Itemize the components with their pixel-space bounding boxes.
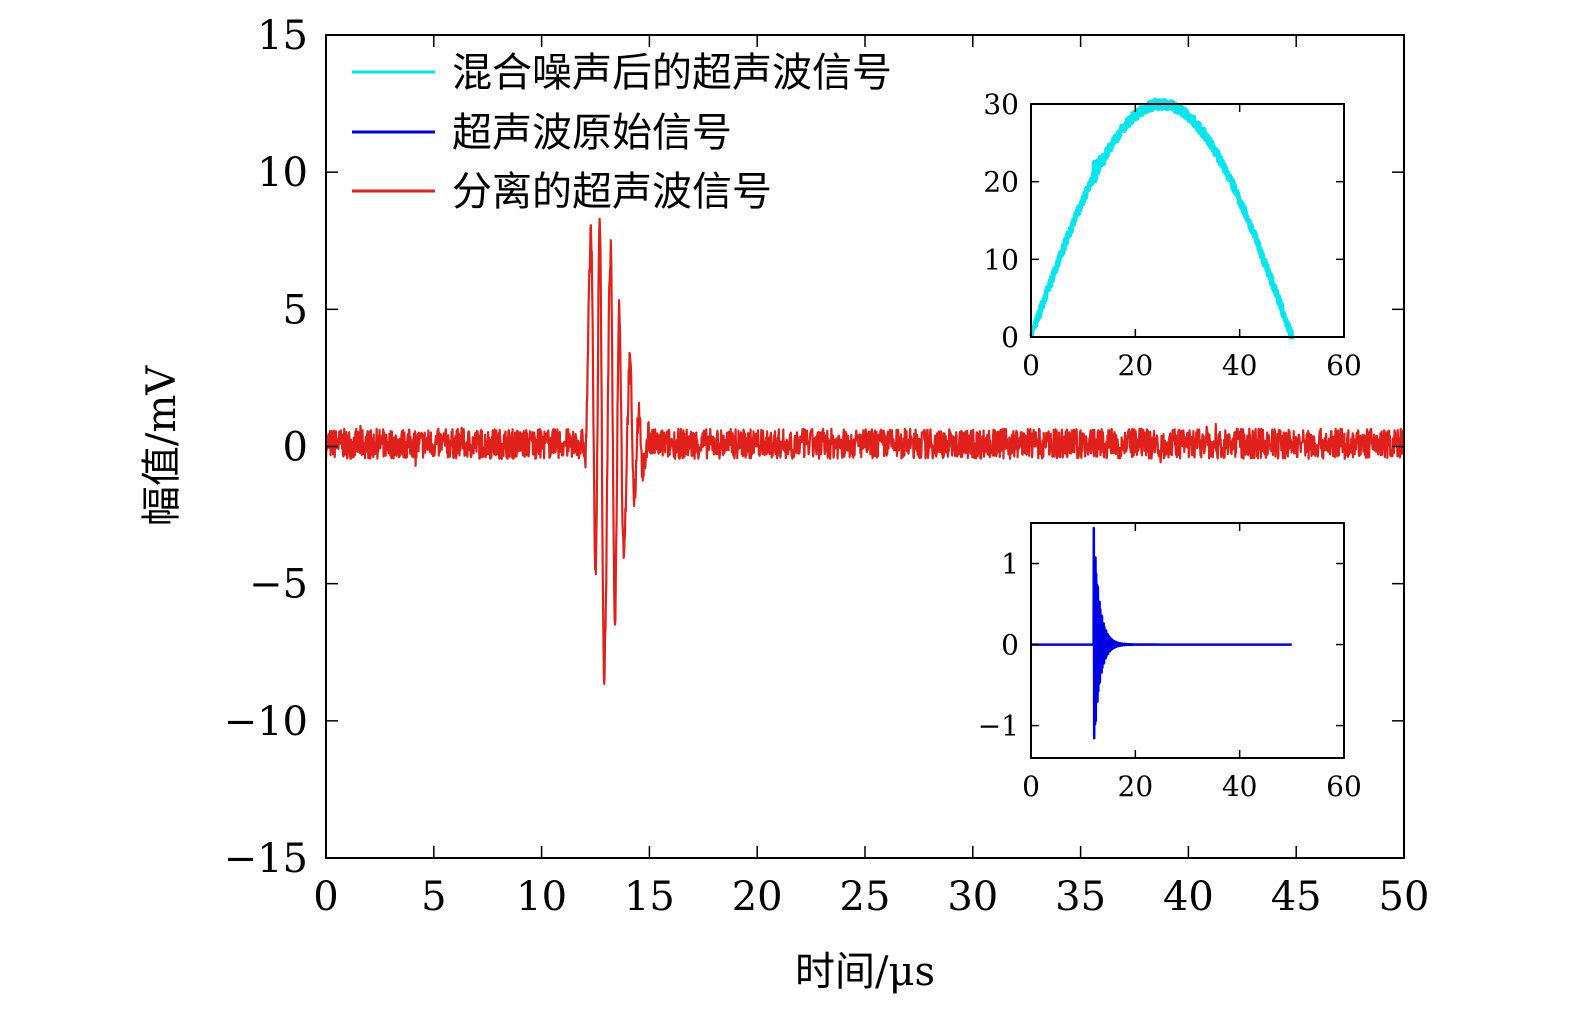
y-tick-label: 0 [1001, 321, 1019, 354]
y-tick-label: 0 [283, 425, 308, 471]
legend-label-noisy: 混合噪声后的超声波信号 [452, 50, 892, 96]
y-tick-label: 10 [983, 243, 1019, 276]
legend-label-separated: 分离的超声波信号 [452, 169, 772, 215]
x-tick-label: 60 [1326, 349, 1362, 382]
y-tick-label: −1 [978, 710, 1019, 743]
inset-top-chart: 0 20 40 60 0 10 20 30 [983, 88, 1361, 382]
x-tick-label: 0 [1022, 349, 1040, 382]
main-series-group [324, 217, 1406, 686]
y-tick-label: 10 [257, 150, 308, 196]
x-tick-label: 35 [1055, 874, 1106, 920]
y-tick-label: 1 [1001, 548, 1019, 581]
x-axis-label: 时间/μs [795, 949, 935, 995]
x-tick-label: 20 [732, 874, 783, 920]
y-tick-label: 15 [257, 13, 308, 59]
inset-top-background [1031, 104, 1344, 337]
y-tick-label: −10 [224, 699, 308, 745]
x-tick-label: 40 [1222, 770, 1258, 803]
inset-bottom-chart: 0 20 40 60−101 [978, 522, 1362, 803]
x-tick-label: 10 [516, 874, 567, 920]
inset-bottom-axes: 0 20 40 60−101 [978, 523, 1362, 803]
y-tick-label: 20 [983, 166, 1019, 199]
inset-bottom-series-group [1029, 526, 1293, 740]
x-tick-label: 40 [1222, 349, 1258, 382]
inset-bottom-frame [1030, 522, 1345, 759]
legend-label-original: 超声波原始信号 [452, 110, 732, 156]
inset-bottom-background [1031, 523, 1344, 758]
y-tick-label: 5 [283, 287, 308, 333]
y-axis-label: 幅值/mV [139, 365, 185, 526]
inset-top-frame [1030, 103, 1345, 338]
x-tick-label: 0 [1022, 770, 1040, 803]
x-tick-label: 45 [1271, 874, 1322, 920]
x-tick-label: 20 [1118, 349, 1154, 382]
y-tick-label: −5 [249, 562, 308, 608]
x-tick-label: 0 [313, 874, 338, 920]
x-tick-label: 40 [1163, 874, 1214, 920]
x-tick-label: 60 [1326, 770, 1362, 803]
x-tick-label: 25 [840, 874, 891, 920]
x-tick-label: 5 [421, 874, 446, 920]
y-tick-label: −15 [224, 836, 308, 882]
series-original-signal-line [1029, 526, 1293, 740]
inset-top-series-group [1028, 98, 1295, 340]
inset-top-axes: 0 20 40 60 0 10 20 30 [983, 88, 1361, 382]
series-noisy-signal-line [1028, 98, 1295, 340]
series-separated-signal-line [324, 217, 1406, 686]
x-tick-label: 30 [947, 874, 998, 920]
y-tick-label: 0 [1001, 629, 1019, 662]
x-tick-label: 20 [1118, 770, 1154, 803]
x-tick-label: 50 [1379, 874, 1430, 920]
x-tick-label: 15 [624, 874, 675, 920]
legend: 混合噪声后的超声波信号 超声波原始信号 分离的超声波信号 [352, 50, 892, 215]
y-tick-label: 30 [983, 88, 1019, 121]
